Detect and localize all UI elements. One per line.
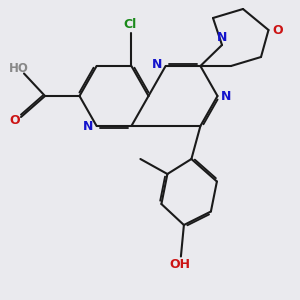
Text: N: N — [152, 58, 162, 71]
Text: N: N — [217, 31, 227, 44]
Text: N: N — [83, 119, 93, 133]
Text: HO: HO — [9, 61, 28, 75]
Text: O: O — [273, 23, 283, 37]
Text: N: N — [221, 89, 231, 103]
Text: OH: OH — [169, 258, 190, 272]
Text: Cl: Cl — [123, 18, 136, 31]
Text: O: O — [9, 114, 20, 127]
